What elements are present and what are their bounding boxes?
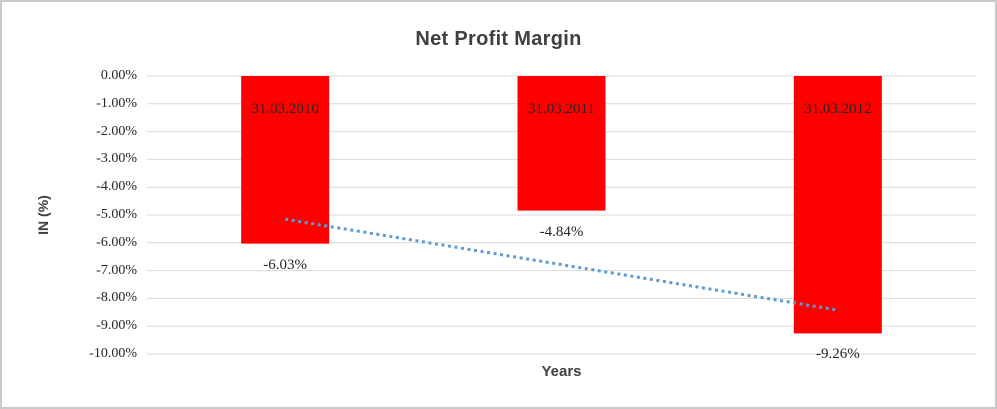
bar (517, 76, 606, 211)
bar (793, 76, 882, 334)
bar (241, 76, 330, 244)
trendline (284, 217, 839, 312)
chart-title: Net Profit Margin (415, 28, 582, 50)
x-axis-title: Years (541, 363, 582, 380)
